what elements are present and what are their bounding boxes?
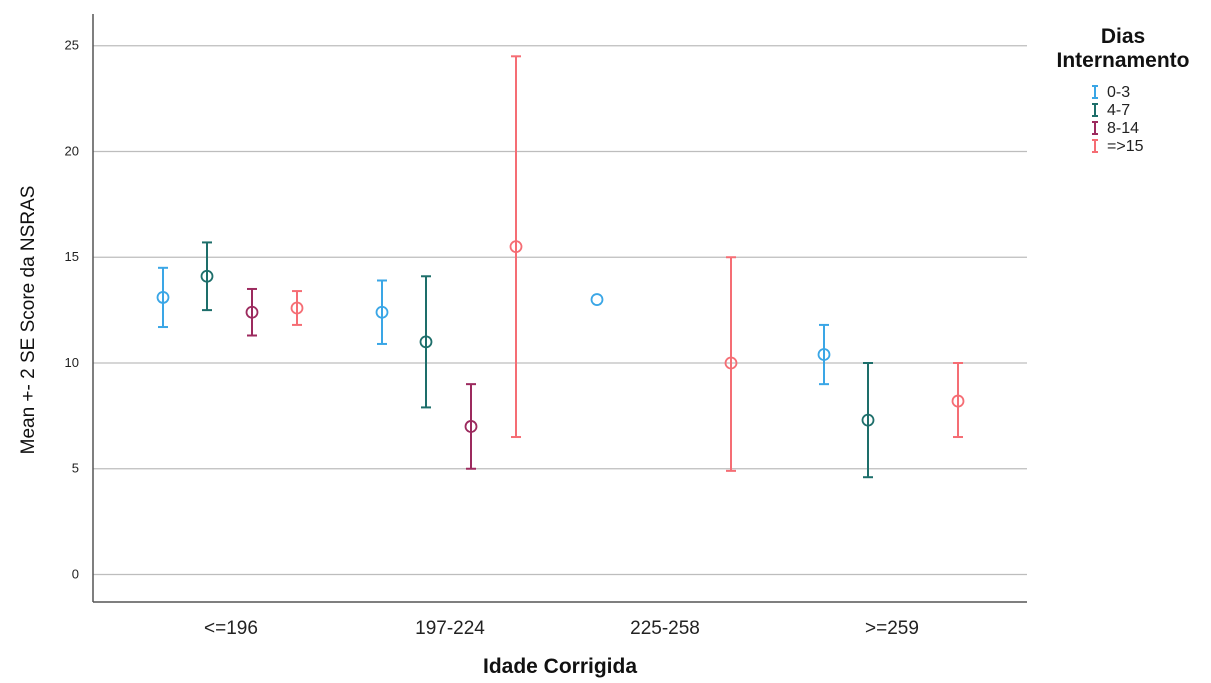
legend-item-=>15: =>15 [1092,138,1144,155]
legend-label: 0-3 [1107,84,1130,101]
y-tick-labels: 0 5 10 15 20 25 [65,38,79,582]
x-axis-title: Idade Corrigida [483,655,637,678]
y-tick-label: 20 [65,143,79,158]
legend-label: =>15 [1107,138,1144,155]
mean-marker [590,293,604,306]
series-0-3 [156,266,831,386]
x-tick-label: 225-258 [630,618,700,639]
y-tick-label: 15 [65,249,79,264]
axes [92,14,1027,603]
mean-marker [290,301,304,315]
legend-label: 4-7 [1107,102,1130,119]
mean-marker [156,291,170,304]
legend-items: 0-34-78-14=>15 [1092,84,1144,155]
x-tick-label: >=259 [865,618,919,639]
y-tick-label: 5 [72,461,79,476]
legend-label: 8-14 [1107,120,1139,137]
mean-marker [419,335,433,349]
mean-marker [509,240,523,254]
legend-item-0-3: 0-3 [1092,84,1130,101]
mean-marker [464,420,478,433]
mean-marker [200,269,214,283]
mean-marker [951,394,965,408]
series-4-7 [200,241,875,479]
x-tick-label: 197-224 [415,618,485,639]
x-tick-labels: <=196 197-224 225-258 >=259 [204,618,919,639]
mean-marker [817,348,831,361]
mean-marker [245,305,259,319]
mean-marker [375,305,389,319]
data-series [156,55,965,479]
legend: Dias Internamento 0-34-78-14=>15 [1056,25,1189,155]
legend-item-8-14: 8-14 [1092,120,1139,137]
legend-item-4-7: 4-7 [1092,102,1130,119]
y-tick-label: 25 [65,38,79,53]
legend-title-line2: Internamento [1056,49,1189,72]
legend-title-line1: Dias [1101,25,1145,48]
y-axis-title: Mean +- 2 SE Score da NSRAS [18,186,39,455]
series-=>15 [290,55,965,472]
mean-marker [861,413,875,427]
gridlines [93,45,1027,576]
y-tick-label: 10 [65,355,79,370]
series-8-14 [245,287,478,470]
mean-marker [724,356,738,370]
x-tick-label: <=196 [204,618,258,639]
y-tick-label: 0 [72,567,79,582]
